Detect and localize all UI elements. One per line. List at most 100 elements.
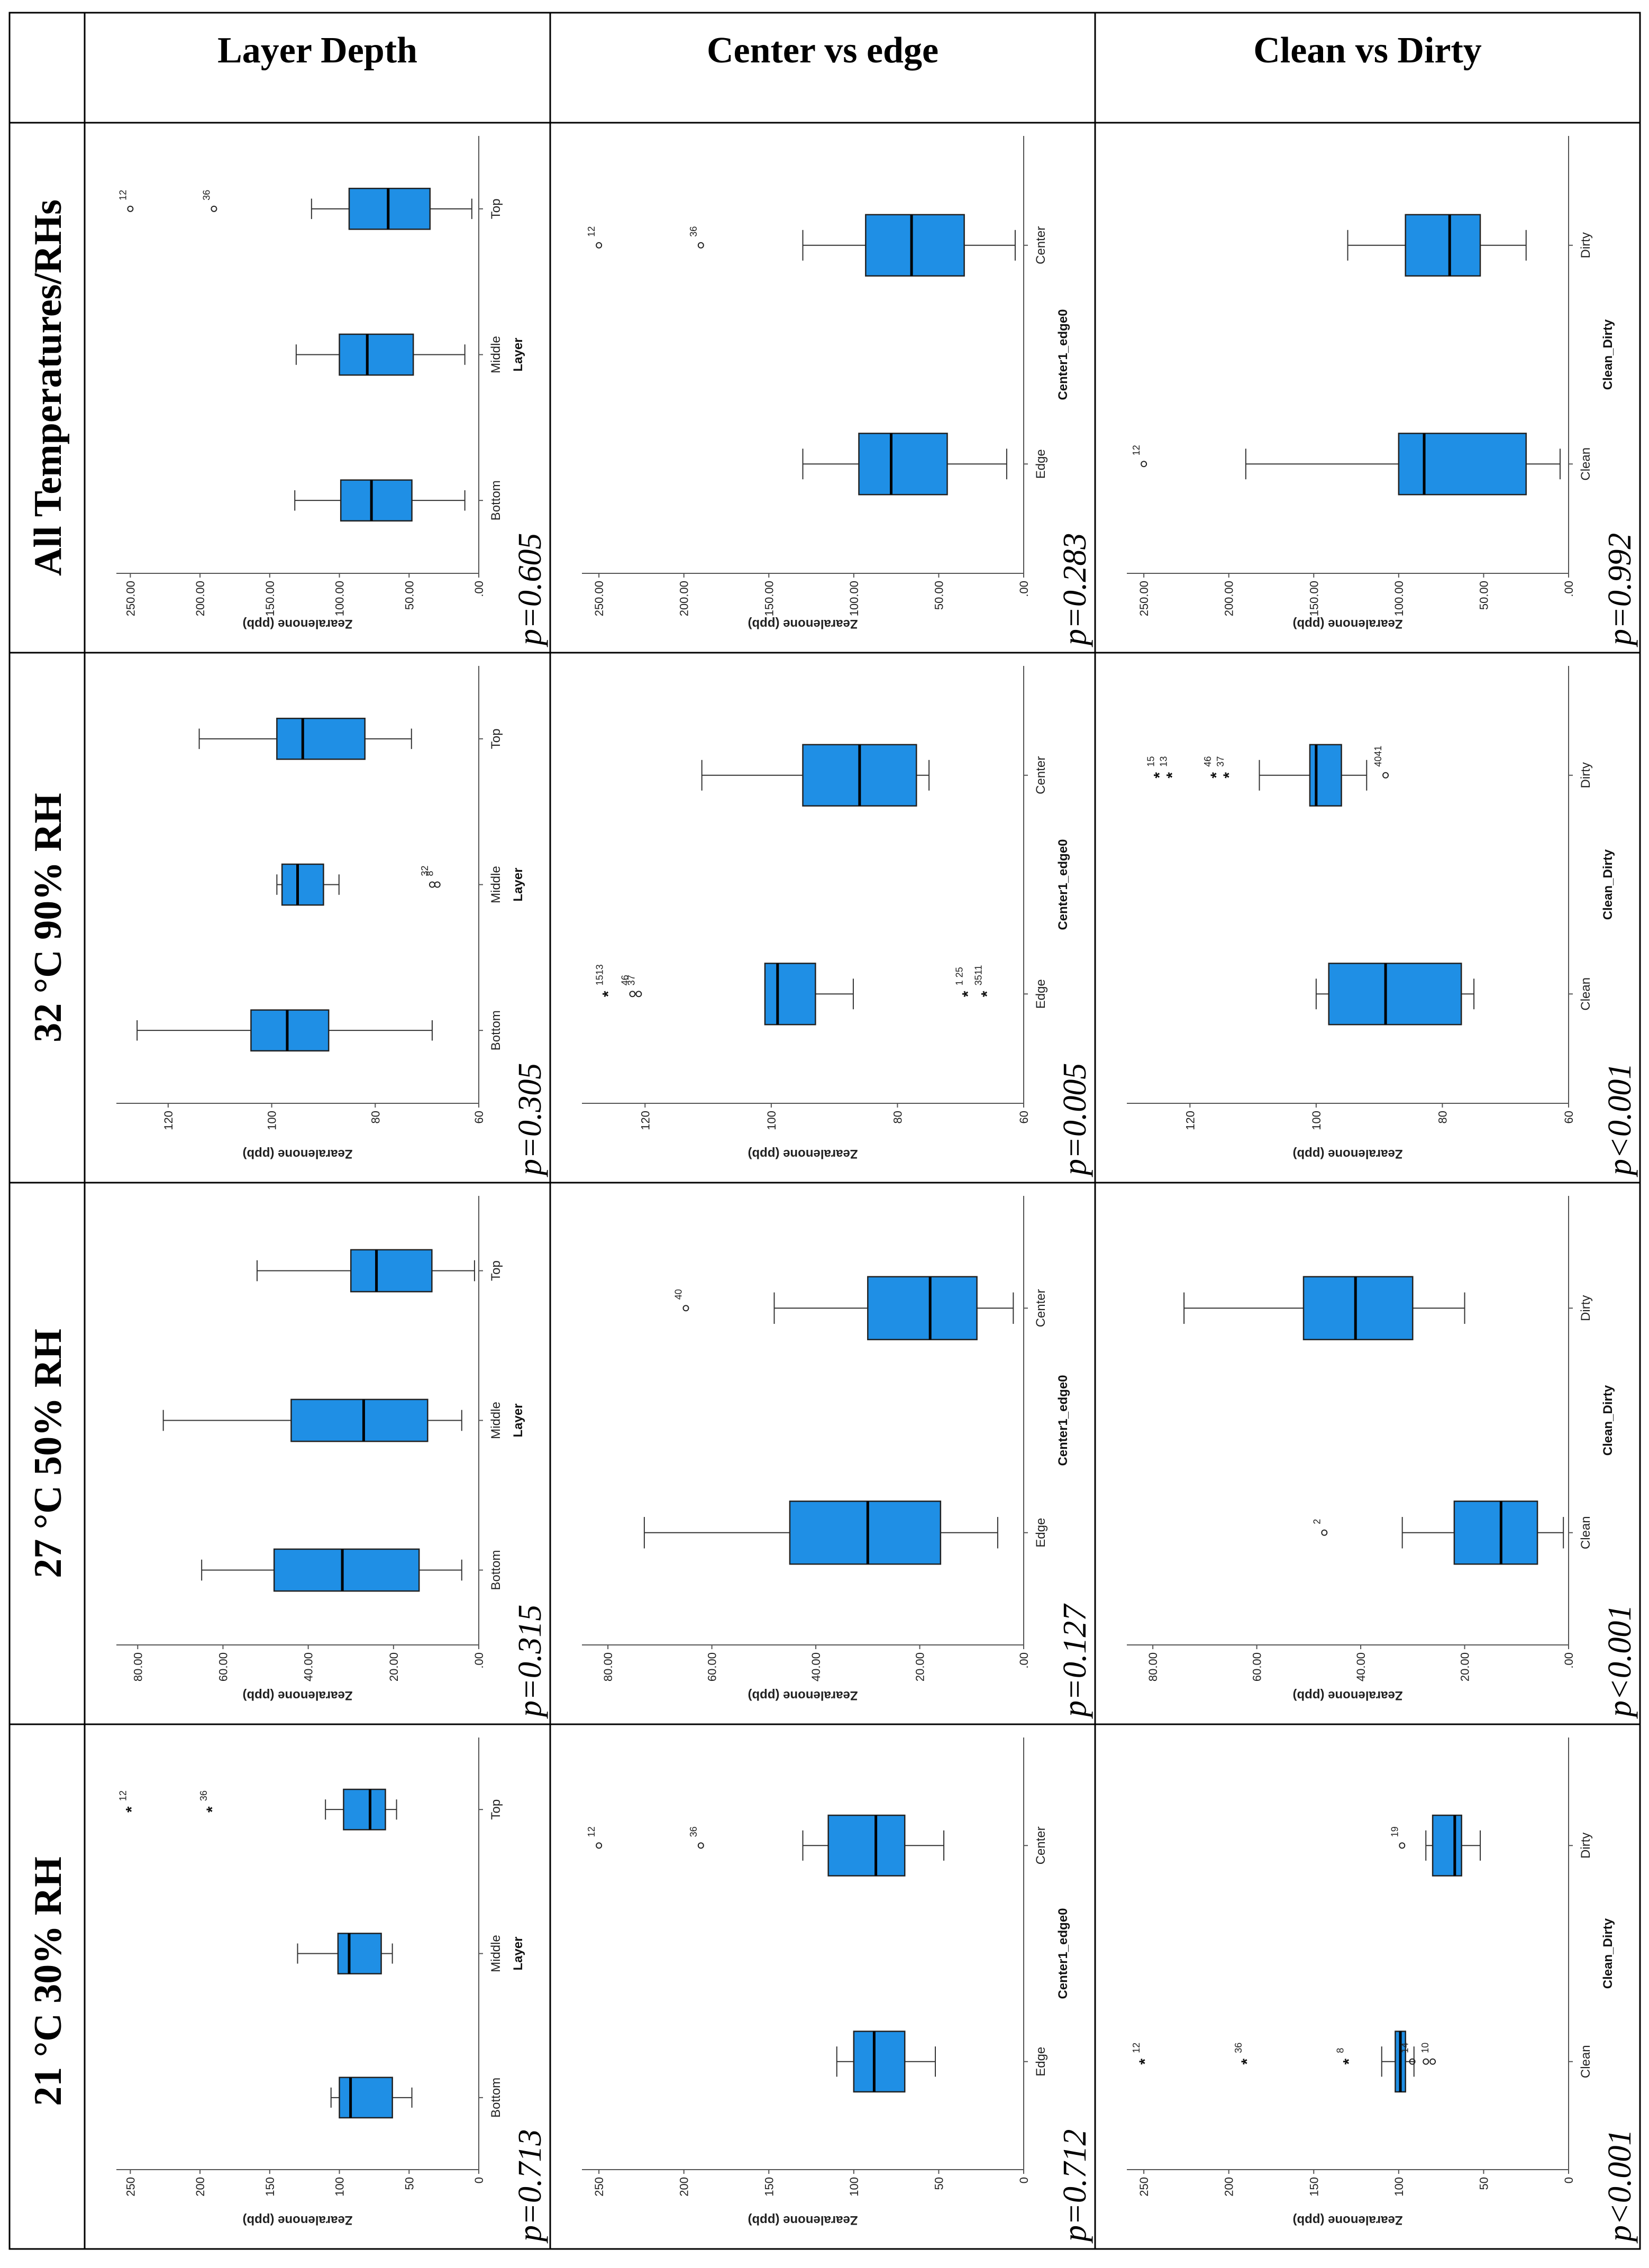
outlier-circle [1409,2058,1416,2065]
chart-c13: .00 50.00 100.00 150.00 200.00 250.00 Zearalen… [582,136,1093,647]
y-tick-label: 60.00 [1251,1652,1264,1681]
outlier-label: 46 [619,975,630,985]
outlier-label: 1 25 [954,967,965,985]
x-tick-label: Top [489,1799,503,1820]
outlier-star: * [1164,772,1181,779]
y-tick-label: 60 [1562,1111,1575,1123]
outlier-circle [635,991,642,998]
outlier-label: 3511 [973,965,983,986]
chart-c22: 60 80 100 120 Zearalenone (ppb) Clean Dirty Cle… [1127,666,1638,1177]
x-tick-label: Middle [489,1935,503,1972]
outlier-circle [211,205,217,212]
y-tick-label: 100 [1310,1111,1323,1130]
chart-c01: .00 20.00 40.00 60.00 80.00 Zearalenone (ppb)… [116,1196,548,1719]
y-tick-label: 120 [1183,1111,1197,1130]
y-tick-label: 100.00 [333,581,347,616]
y-tick-label: 150.00 [263,581,277,616]
x-axis-title: Layer [511,867,525,901]
x-axis-title: Clean_Dirty [1601,849,1615,920]
y-tick-label: 0 [1017,2177,1031,2183]
chart-c02: 60 80 100 120 Zearalenone (ppb) Bottom Middle T… [116,666,548,1177]
x-axis-title: Clean_Dirty [1601,1918,1615,1989]
outlier-label: 12 [117,1790,128,1801]
y-tick-label: 200.00 [194,581,207,616]
y-axis-title: Zearalenone (ppb) [242,617,352,631]
y-tick-label: 50.00 [932,581,945,610]
y-tick-label: 40.00 [1354,1652,1368,1681]
chart-c21: .00 20.00 40.00 60.00 80.00 Zearalenone (ppb)… [1127,1196,1638,1719]
box-dirty [1309,744,1342,807]
outlier-label: 12 [1131,445,1142,455]
x-axis-title: Layer [511,337,525,371]
y-axis-title: Zearalenone (ppb) [1292,1147,1402,1161]
x-tick-label: Dirty [1579,1295,1593,1321]
x-axis-title: Center1_edge0 [1056,1375,1070,1466]
box-center [865,214,965,277]
x-axis-title: Clean_Dirty [1601,1385,1615,1456]
y-tick-label: 250.00 [124,581,137,616]
outlier-label: 32 [420,865,430,876]
outlier-circle [682,1305,689,1312]
outlier-label: 12 [117,190,128,200]
box-middle [281,863,324,906]
x-tick-label: Clean [1579,1516,1593,1549]
y-tick-label: 100 [848,2177,861,2197]
column-header: 21 °C 30% RH [26,1857,70,2106]
y-tick-label: 50 [1477,2177,1490,2190]
y-tick-label: 60 [472,1111,486,1123]
y-tick-label: .00 [1017,581,1031,597]
outlier-label: 10 [1420,2043,1431,2053]
y-tick-label: 200 [678,2177,691,2197]
outlier-circle [1321,1529,1328,1536]
y-axis-title: Zearalenone (ppb) [1292,617,1402,631]
box-middle [290,1398,429,1442]
y-tick-label: 40.00 [302,1652,315,1681]
chart-c11: .00 20.00 40.00 60.00 80.00 Zearalenone (ppb)… [582,1196,1093,1719]
outlier-circle [127,205,134,212]
outlier-label: 36 [198,1790,209,1801]
x-tick-label: Center [1034,226,1048,264]
x-tick-label: Edge [1034,2047,1048,2077]
y-axis-title: Zearalenone (ppb) [242,2213,352,2227]
outlier-label: 2 [1311,1519,1322,1524]
x-tick-label: Center [1034,1826,1048,1864]
outlier-star: * [204,1806,221,1813]
box-edge [853,2031,906,2093]
x-tick-label: Dirty [1579,1833,1593,1859]
box-clean [1398,433,1527,496]
box-top [276,717,366,760]
outlier-label: 19 [1389,1826,1400,1837]
y-tick-label: .00 [1017,1652,1031,1669]
y-tick-label: 20.00 [1459,1652,1472,1681]
y-tick-label: 150.00 [762,581,776,616]
y-tick-label: 80.00 [131,1652,144,1681]
box-dirty [1302,1276,1414,1340]
p-value: p=0.605 [512,533,548,647]
chart-c00: 0 50 100 150 200 250 Zearalenone (ppb) Bottom Mi… [116,1737,548,2244]
y-axis-title: Zearalenone (ppb) [748,1688,858,1703]
x-tick-label: Clean [1579,977,1593,1011]
x-tick-label: Bottom [489,1010,503,1050]
column-header: All Temperatures/RHs [26,199,70,576]
column-header: 27 °C 50% RH [26,1329,70,1578]
x-tick-label: Edge [1034,979,1048,1009]
box-top [343,1788,386,1831]
x-axis-title: Center1_edge0 [1056,1908,1070,1999]
y-tick-label: .00 [1562,581,1575,597]
outlier-label: 37 [1215,756,1226,767]
y-tick-label: 60 [1017,1111,1031,1123]
p-value: p<0.001 [1602,1605,1638,1719]
x-tick-label: Clean [1579,447,1593,481]
y-tick-label: 0 [472,2177,486,2183]
box-clean [1328,963,1462,1026]
y-axis-title: Zearalenone (ppb) [1292,1688,1402,1703]
y-tick-label: 200 [194,2177,207,2197]
y-tick-label: 200.00 [1223,581,1236,616]
y-tick-label: .00 [1562,1652,1575,1669]
outlier-label: 4041 [1373,746,1383,767]
y-tick-label: 60.00 [216,1652,230,1681]
outlier-label: 36 [1233,2043,1244,2053]
y-tick-label: 80 [891,1111,904,1123]
